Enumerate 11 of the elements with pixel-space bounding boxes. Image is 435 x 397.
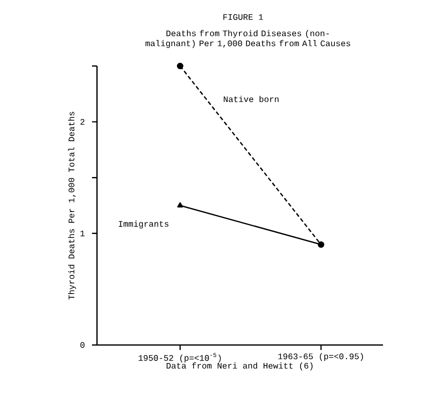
x-tick-label: 1963-65 (p=<0.95) xyxy=(278,353,363,361)
y-tick-label: 2 xyxy=(80,118,84,125)
y-axis-title: Thyroid Deaths Per 1,000 Total Deaths xyxy=(68,112,76,300)
y-tick-label: 1 xyxy=(80,230,85,236)
chart-subtitle: Deaths from Thyroid Diseases (non-malignant) Per 1,000 Deaths from All Causes xyxy=(146,30,350,48)
series-label: Native born xyxy=(224,96,279,102)
x-tick-label: 1950-52 (p=<10$^{-5}$) xyxy=(138,353,221,363)
chart-title: FIGURE 1 xyxy=(223,14,263,20)
x-axis-title: Data from Neri and Hewitt (6) xyxy=(166,362,313,370)
y-tick-label: 0 xyxy=(80,342,84,348)
series-label: Immigrants xyxy=(118,220,168,228)
